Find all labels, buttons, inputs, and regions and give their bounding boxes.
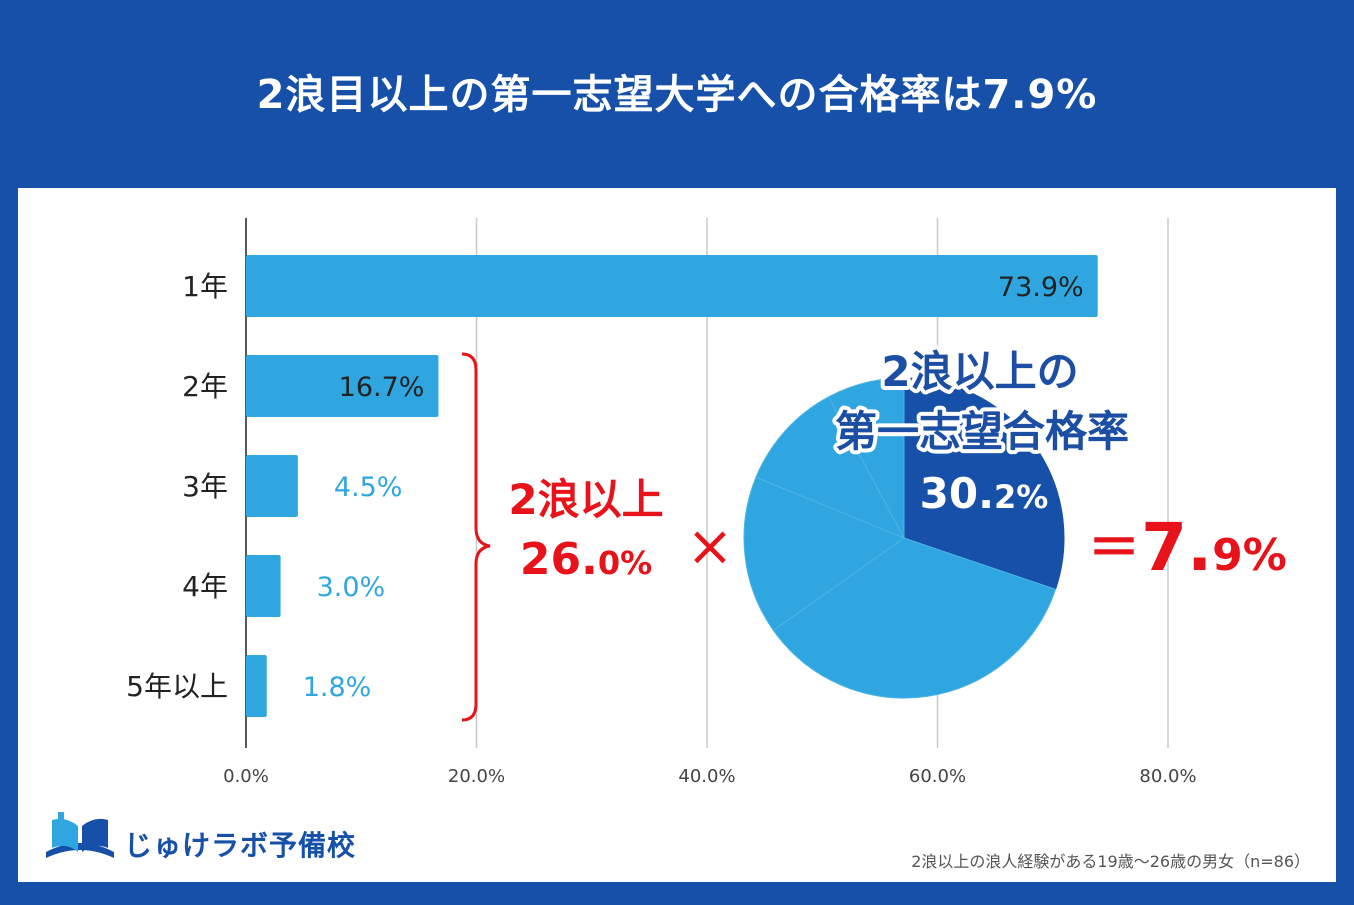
category-label: 3年 [182,470,228,503]
book-logo-icon [46,812,114,858]
result-value: 7.9% [1141,509,1287,586]
x-tick-label: 80.0% [1139,766,1196,787]
pie-chart [743,377,1065,699]
pie-slice [743,476,906,632]
equals-icon: ＝ [1088,519,1140,579]
group-value-main: 26. [520,534,598,585]
pie-value-small: 2% [994,478,1048,516]
bar [246,655,267,717]
category-label: 2年 [182,370,228,403]
pie-title-line-1: 2浪以上の [881,347,1078,396]
page-title: 2浪目以上の第一志望大学への合格率は7.9% [256,72,1098,118]
x-tick-label: 40.0% [678,766,735,787]
bracket-2plus [461,352,491,722]
pie-highlight-value: 30.2% [920,469,1049,518]
times-icon: × [687,514,734,579]
pie-slice-highlight [903,377,1065,590]
result-small: 9% [1212,530,1287,581]
result-main: 7. [1141,509,1212,586]
bar [246,555,281,617]
pie-value-main: 30. [920,469,994,518]
bar-value-label: 4.5% [334,472,403,503]
bar-value-label: 73.9% [998,272,1084,303]
category-label: 1年 [182,270,228,303]
bar-value-label: 16.7% [339,372,425,403]
group-value-small: 0% [598,544,652,582]
bar-value-label: 3.0% [317,572,386,603]
x-tick-label: 0.0% [223,766,269,787]
category-label: 5年以上 [126,670,228,703]
pie-slice [828,377,905,539]
survey-note: 2浪以上の浪人経験がある19歳～26歳の男女（n=86） [911,852,1310,871]
group-label: 2浪以上 [508,475,663,524]
x-tick-label: 60.0% [909,766,966,787]
bar [246,255,1098,317]
x-tick-label: 20.0% [448,766,505,787]
group-value: 26.0% [520,534,652,585]
bar [246,355,439,417]
brand-logo-text: じゅけラボ予備校 [124,829,357,862]
bar [246,455,298,517]
category-label: 4年 [182,570,228,603]
pie-slice [772,537,1057,699]
bar-value-label: 1.8% [303,672,372,703]
pie-slice [755,396,906,539]
pie-title-line-2: 第一志望合格率 [835,407,1129,456]
chart-panel: 73.9% 16.7% 4.5% 3.0% 1.8% 0.0% 20.0% 40.0% 60.… [18,188,1336,882]
bar-chart: 73.9% 16.7% 4.5% 3.0% 1.8% 0.0% 20.0% 40.0% 60.… [126,218,1287,787]
